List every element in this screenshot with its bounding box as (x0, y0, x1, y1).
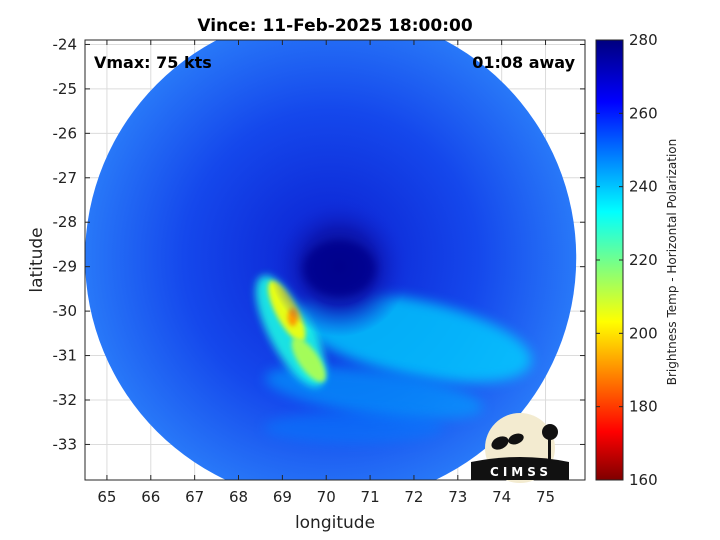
x-axis-label: longitude (295, 513, 375, 533)
colorbar-ticks: 160 180 200 220 240 260 280 (596, 31, 658, 489)
x-tick-label: 65 (97, 488, 116, 506)
x-tick-label: 74 (492, 488, 511, 506)
colorbar-tick-label: 200 (629, 324, 658, 342)
swath-image (85, 40, 577, 480)
x-tick-label: 68 (229, 488, 248, 506)
x-tick-label: 69 (273, 488, 292, 506)
logo-tower-leg (548, 438, 551, 462)
colorbar-tick-label: 160 (629, 471, 658, 489)
colorbar-tick-label: 240 (629, 178, 658, 196)
logo-water-tower (542, 424, 558, 440)
colorbar: 160 180 200 220 240 260 280 Brightness Temp - … (595, 31, 679, 489)
rainband-outer-arc (263, 411, 444, 444)
x-tick-label: 71 (361, 488, 380, 506)
x-tick-label: 72 (404, 488, 423, 506)
swath-features (255, 196, 532, 444)
axis-ticks: 65 66 67 68 69 70 71 72 73 74 75 -24 -25 -26 -27 -28 -29… (53, 35, 585, 506)
colorbar-label: Brightness Temp - Horizontal Polarizatio… (665, 139, 679, 386)
y-tick-label: -29 (53, 258, 78, 276)
axes-frame (84, 39, 586, 481)
colorbar-ramp (595, 39, 624, 481)
y-tick-label: -33 (53, 435, 78, 453)
chart-title: Vince: 11-Feb-2025 18:00:00 (197, 16, 472, 36)
y-tick-label: -32 (53, 391, 78, 409)
logo-hill (471, 457, 569, 480)
colorbar-tick-label: 180 (629, 398, 658, 416)
cimss-logo: CIMSS (471, 413, 569, 483)
y-tick-label: -25 (53, 80, 78, 98)
y-tick-label: -28 (53, 213, 78, 231)
time-away-annotation: 01:08 away (472, 53, 575, 72)
vmax-annotation: Vmax: 75 kts (94, 53, 212, 72)
y-tick-label: -24 (53, 35, 78, 53)
x-tick-label: 75 (536, 488, 555, 506)
logo-dish-right (508, 433, 524, 445)
y-tick-label: -26 (53, 124, 78, 142)
y-tick-label: -30 (53, 302, 78, 320)
y-tick-label: -27 (53, 169, 78, 187)
x-tick-label: 66 (141, 488, 160, 506)
cold-band-south (291, 337, 326, 383)
logo-text: CIMSS (490, 465, 552, 479)
logo-dish-left (491, 436, 509, 450)
eye (303, 240, 376, 297)
colorbar-tick-label: 220 (629, 251, 658, 269)
y-axis-label: latitude (27, 227, 47, 292)
y-tick-label: -31 (53, 347, 78, 365)
x-tick-label: 70 (317, 488, 336, 506)
x-tick-label: 67 (185, 488, 204, 506)
colorbar-tick-label: 260 (629, 104, 658, 122)
x-tick-label: 73 (448, 488, 467, 506)
colorbar-tick-label: 280 (629, 31, 658, 49)
